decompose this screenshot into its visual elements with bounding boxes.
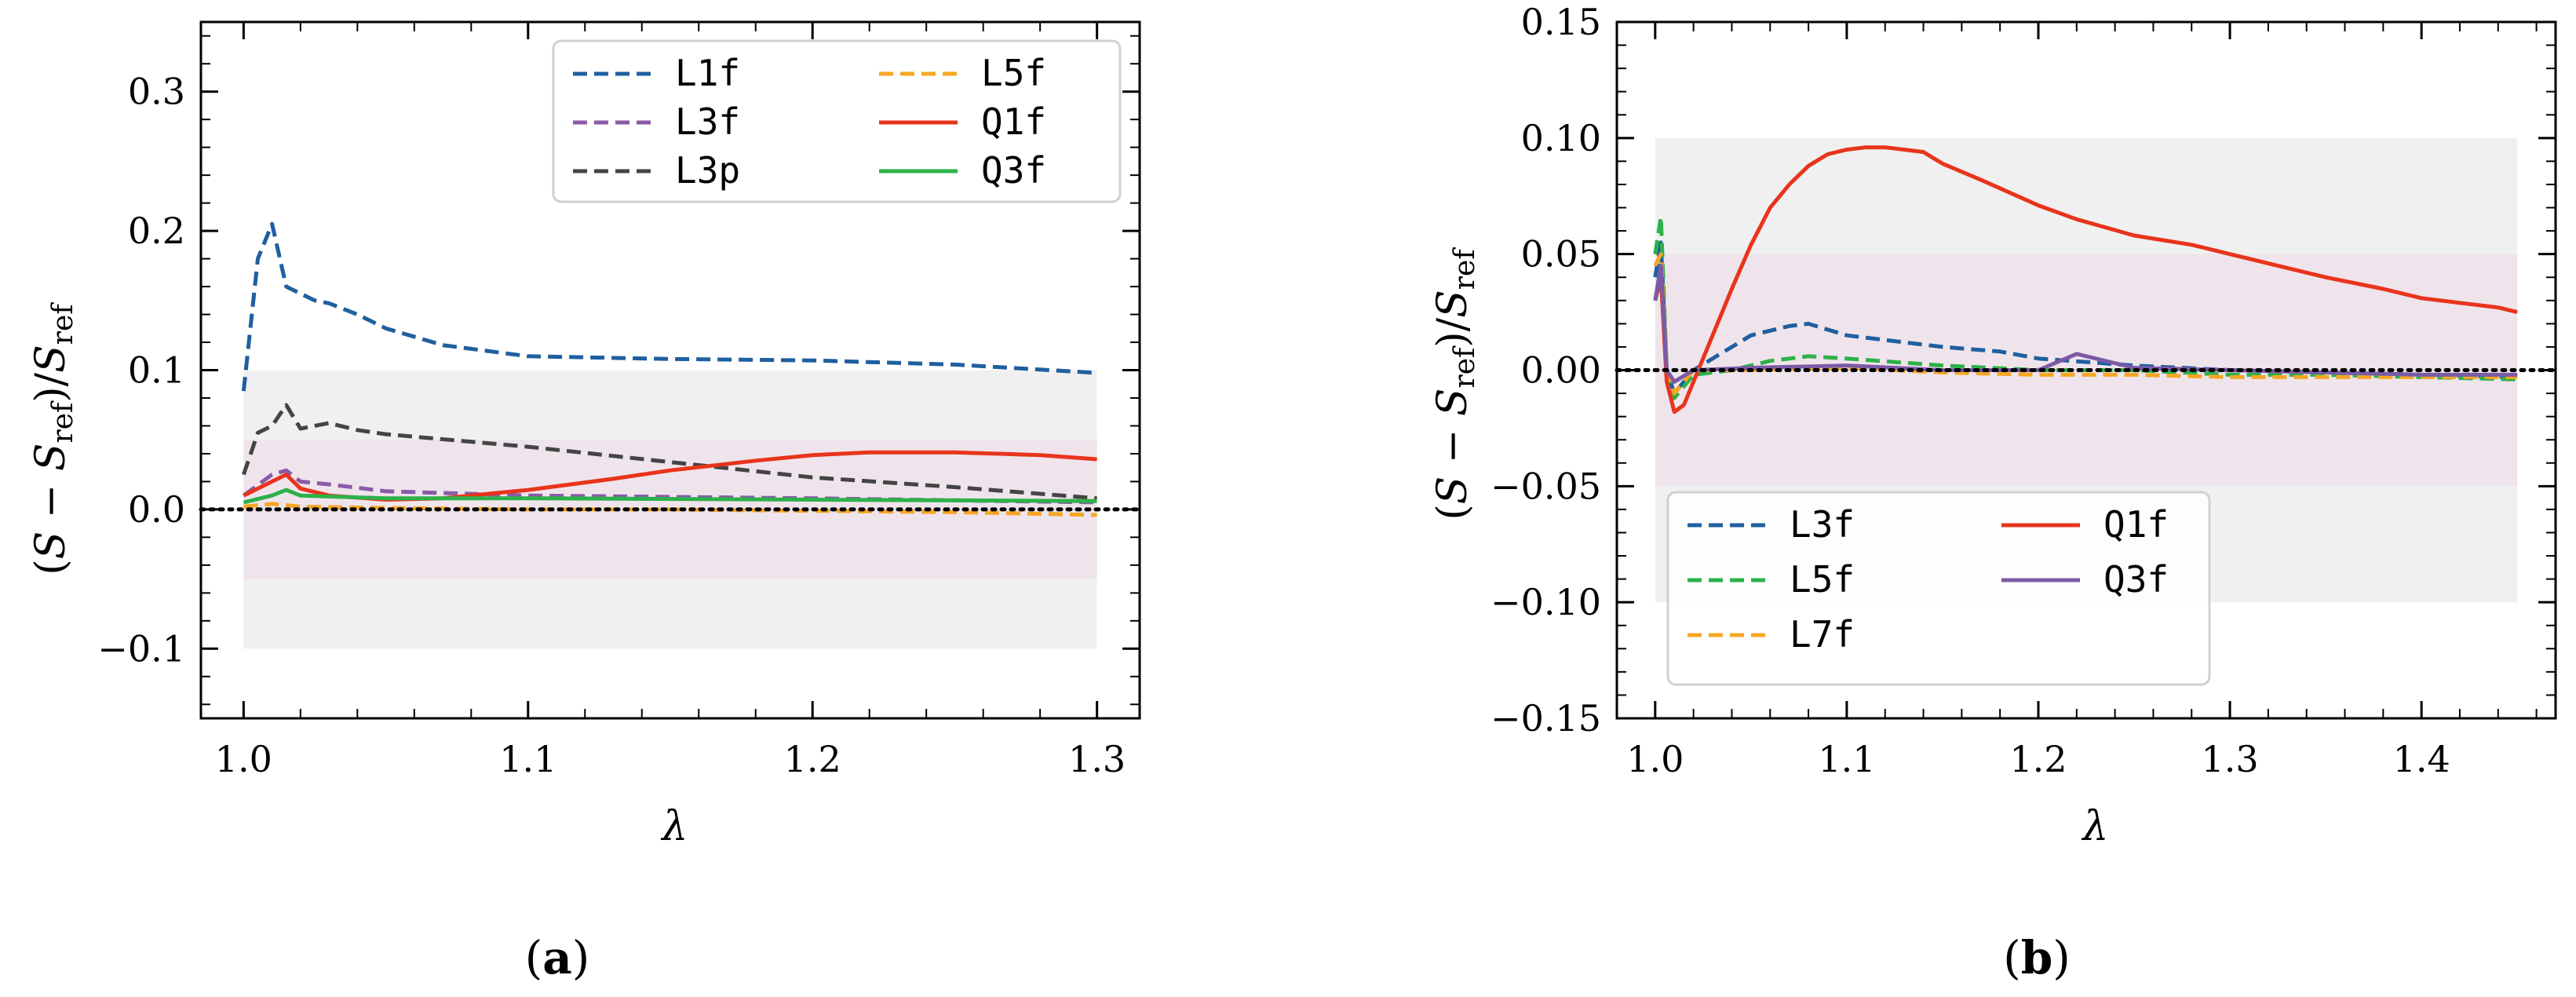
series-line-L5f (1653, 214, 2518, 400)
legend-a: L1f L3f L3p L5f Q1f Q3f (552, 39, 1122, 203)
legend-label-L3f: L3f (1790, 503, 1855, 546)
panel-caption-a: (a) (525, 931, 590, 984)
legend-label-Q1f: Q1f (2103, 503, 2169, 546)
y-tick-label: 0.00 (1521, 349, 1601, 392)
x-tick-label: 1.2 (784, 738, 841, 780)
legend-label-L3f: L3f (675, 100, 740, 143)
x-tick-label: 1.1 (1818, 738, 1875, 780)
legend-label-L1f: L1f (675, 52, 740, 94)
y-tick-label: 0.2 (128, 210, 185, 252)
legend-label-Q3f: Q3f (981, 149, 1046, 192)
series-line-L3f (242, 468, 1097, 505)
series-line-Q3f (1653, 263, 2518, 384)
series-line-L5f (243, 502, 1097, 517)
x-tick-label: 1.0 (1626, 738, 1684, 780)
x-tick-label: 1.1 (499, 738, 556, 780)
y-axis-label-b: (S − Sref)/Sref (1429, 247, 1481, 520)
series-line-Q1f (243, 450, 1097, 502)
y-axis-label-a: (S − Sref)/Sref (27, 302, 79, 575)
legend-b: L3f L5f L7f Q1f Q3f (1666, 491, 2211, 686)
y-tick-label: 0.1 (128, 349, 185, 392)
panel-caption-b: (b) (2003, 931, 2071, 984)
y-tick-label: 0.05 (1521, 233, 1601, 276)
x-tick-label: 1.2 (2009, 738, 2067, 780)
x-tick-label: 1.0 (215, 738, 272, 780)
legend-label-Q1f: Q1f (981, 100, 1046, 143)
legend-label-L3p: L3p (675, 149, 740, 192)
x-axis-label-b: λ (2082, 803, 2109, 850)
legend-label-L7f: L7f (1790, 613, 1855, 656)
panel-a: 1.0 1.1 1.2 1.3 −0.1 0.0 0.1 0.2 0.3 L1f L3f L3p L5… (27, 20, 1142, 984)
y-tick-label: 0.15 (1521, 1, 1601, 43)
x-tick-label: 1.4 (2393, 738, 2450, 780)
y-tick-label: 0.3 (128, 71, 185, 113)
legend-box (552, 39, 1122, 203)
ticks-b: 1.0 1.1 1.2 1.3 1.4 −0.15 −0.10 −0.05 0.00 0.05 0.… (1491, 1, 2556, 780)
series-group-a (241, 221, 1097, 517)
series-line-L1f (241, 221, 1097, 392)
series-line-Q1f (1653, 145, 2518, 415)
legend-label-Q3f: Q3f (2103, 558, 2169, 601)
y-tick-label: −0.10 (1491, 581, 1601, 623)
series-line-Q3f (243, 488, 1097, 505)
y-tick-label: −0.1 (97, 627, 185, 670)
x-axis-label-a: λ (661, 803, 688, 850)
y-tick-label: −0.05 (1491, 465, 1601, 507)
y-tick-label: 0.10 (1521, 117, 1601, 159)
x-tick-label: 1.3 (1068, 738, 1126, 780)
legend-box (1666, 491, 2211, 686)
series-line-L3p (242, 403, 1097, 501)
legend-label-L5f: L5f (1790, 558, 1855, 601)
legend-label-L5f: L5f (981, 52, 1046, 94)
y-tick-label: −0.15 (1491, 697, 1601, 740)
y-tick-label: 0.0 (128, 488, 185, 531)
panel-b: 1.0 1.1 1.2 1.3 1.4 −0.15 −0.10 −0.05 0.00 0.05 0.… (1429, 1, 2558, 984)
ticks-a: 1.0 1.1 1.2 1.3 −0.1 0.0 0.1 0.2 0.3 (97, 22, 1140, 780)
x-tick-label: 1.3 (2201, 738, 2258, 780)
